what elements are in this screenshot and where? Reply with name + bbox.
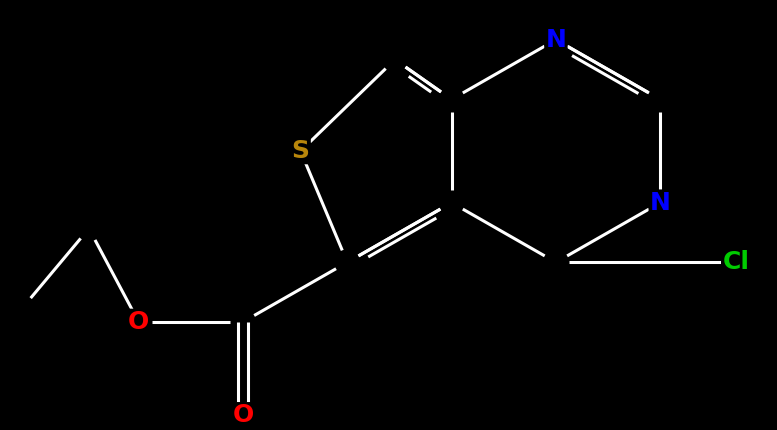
Text: Cl: Cl [723, 250, 749, 274]
Text: O: O [128, 310, 149, 334]
Text: O: O [232, 403, 253, 427]
Text: S: S [291, 139, 309, 163]
Text: N: N [650, 190, 671, 215]
Text: N: N [545, 28, 566, 52]
